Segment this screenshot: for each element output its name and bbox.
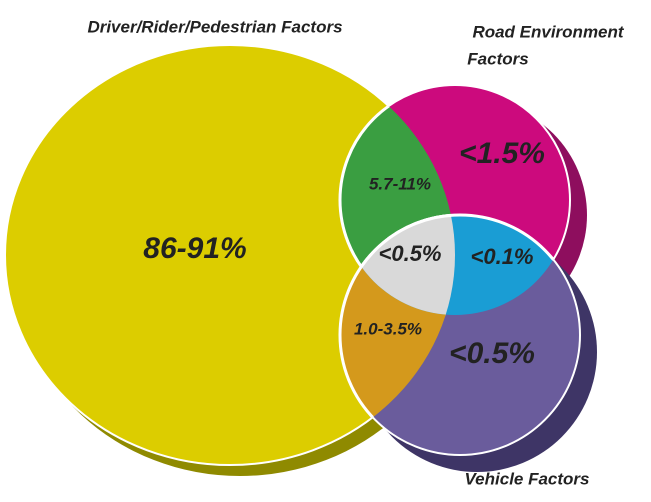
region-label: <0.5% — [449, 337, 535, 370]
set-label: Factors — [467, 49, 528, 68]
region-label: 5.7-11% — [369, 174, 431, 193]
all-three-region — [340, 213, 455, 315]
set-label: Driver/Rider/Pedestrian Factors — [87, 17, 342, 36]
region-label: 86-91% — [143, 232, 246, 265]
region-label: <1.5% — [459, 137, 545, 170]
region-label: 1.0-3.5% — [354, 319, 422, 338]
set-label: Vehicle Factors — [464, 469, 589, 488]
region-label: <0.5% — [379, 241, 442, 266]
region-label: <0.1% — [471, 244, 534, 269]
set-label: Road Environment — [472, 22, 624, 41]
